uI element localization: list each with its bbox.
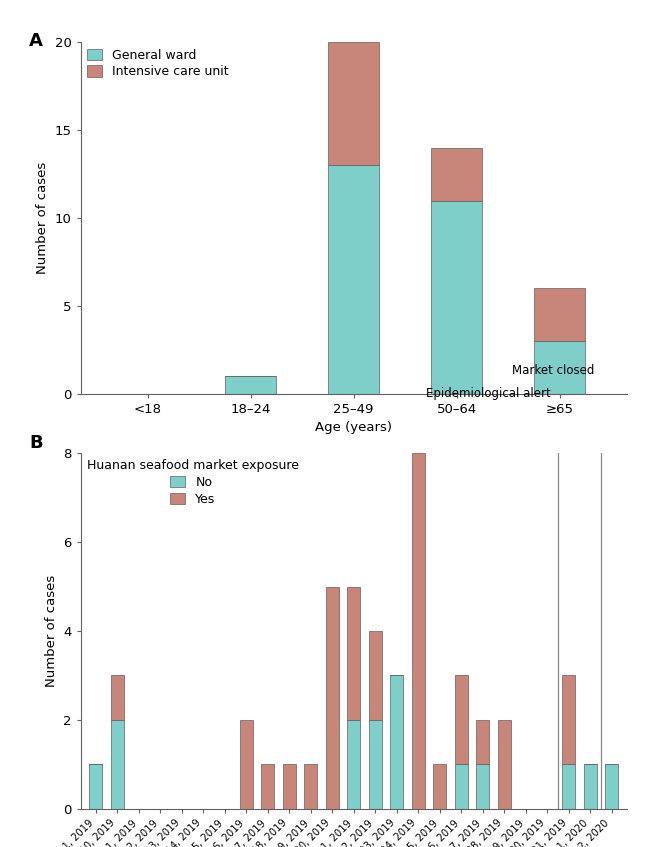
Text: A: A bbox=[29, 32, 43, 50]
Bar bbox=[412, 453, 424, 809]
Bar bbox=[497, 720, 510, 809]
Text: Market closed: Market closed bbox=[512, 363, 594, 377]
Y-axis label: Number of cases: Number of cases bbox=[45, 575, 57, 687]
Bar bbox=[583, 764, 596, 809]
Bar bbox=[240, 720, 253, 809]
Bar bbox=[111, 720, 124, 809]
Bar bbox=[348, 586, 360, 720]
Bar bbox=[348, 720, 360, 809]
Legend: General ward, Intensive care unit: General ward, Intensive care unit bbox=[87, 48, 229, 79]
Bar bbox=[455, 676, 468, 764]
Bar bbox=[261, 764, 274, 809]
Bar bbox=[328, 42, 379, 165]
Bar bbox=[225, 376, 276, 394]
Bar bbox=[562, 676, 575, 764]
Bar bbox=[534, 341, 585, 394]
Bar bbox=[476, 764, 489, 809]
Bar bbox=[431, 147, 483, 201]
Bar bbox=[534, 288, 585, 341]
Bar bbox=[455, 764, 468, 809]
Legend: No, Yes: No, Yes bbox=[87, 459, 299, 506]
Bar bbox=[605, 764, 618, 809]
Bar bbox=[328, 165, 379, 394]
Y-axis label: Number of cases: Number of cases bbox=[36, 162, 49, 274]
Bar bbox=[369, 720, 382, 809]
Bar bbox=[326, 586, 339, 809]
Text: Epidemiological alert: Epidemiological alert bbox=[426, 387, 551, 401]
Bar bbox=[433, 764, 446, 809]
Bar bbox=[562, 764, 575, 809]
Bar bbox=[431, 201, 483, 394]
Bar bbox=[283, 764, 296, 809]
Bar bbox=[111, 676, 124, 720]
Bar bbox=[369, 631, 382, 720]
Bar bbox=[304, 764, 317, 809]
X-axis label: Age (years): Age (years) bbox=[315, 422, 392, 435]
Text: B: B bbox=[29, 434, 43, 451]
Bar bbox=[390, 676, 403, 809]
Bar bbox=[476, 720, 489, 764]
Bar bbox=[89, 764, 102, 809]
